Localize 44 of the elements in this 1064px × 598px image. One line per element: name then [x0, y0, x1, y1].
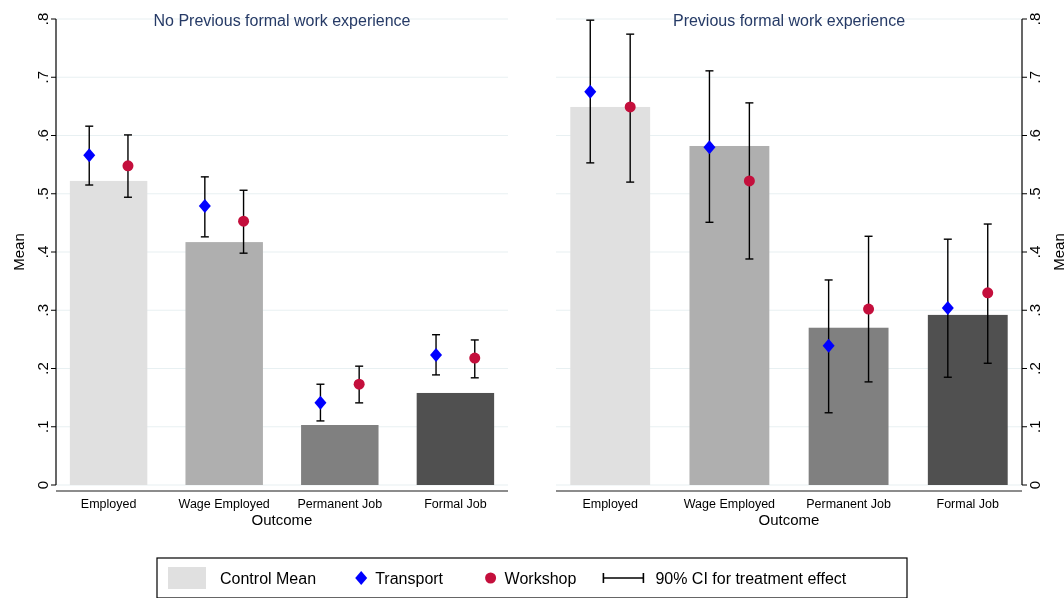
x-tick-label: Formal Job [936, 497, 1000, 511]
y2-tick-label: .1 [1026, 420, 1044, 434]
x-tick-label: Employed [582, 497, 639, 511]
bar [185, 242, 263, 485]
y-axis-title: Mean [10, 233, 28, 271]
y2-tick-label: .8 [1026, 12, 1044, 26]
x-tick-label: Formal Job [424, 497, 487, 511]
y2-axis-title: Mean [1050, 233, 1064, 271]
y-tick-label: .4 [34, 245, 52, 259]
y-tick-label: .3 [34, 303, 52, 317]
bar [416, 392, 495, 485]
chart-title: Previous formal work experience [672, 12, 906, 29]
text: 90% CI for treatment effect [655, 569, 847, 587]
y2-tick-label: .3 [1026, 303, 1044, 317]
legend-label: Control Mean [220, 569, 317, 587]
x-tick-label: Permanent Job [806, 497, 892, 511]
y2-tick-label: .6 [1026, 129, 1044, 142]
bar [69, 180, 148, 485]
y-tick-label: .6 [34, 129, 52, 142]
bar [808, 327, 889, 485]
x-axis-title: Outcome [251, 511, 313, 528]
y2-tick-label: .4 [1026, 245, 1044, 259]
x-tick-label: Permanent Job [297, 497, 383, 511]
x-tick-label: Employed [80, 497, 137, 511]
y2-tick-label: .2 [1026, 362, 1044, 375]
bar [301, 425, 379, 485]
y2-tick-label: .5 [1026, 187, 1044, 201]
legend-label: Workshop [504, 569, 577, 587]
bar [689, 145, 770, 485]
bar [927, 314, 1008, 485]
x-tick-label: Wage Employed [683, 497, 776, 511]
y2-tick-label: 0 [1026, 480, 1044, 490]
y-tick-label: 0 [34, 480, 52, 490]
chart-title: No Previous formal work experience [153, 12, 411, 29]
y-tick-label: .5 [34, 187, 52, 201]
y-tick-label: .2 [34, 362, 52, 375]
x-tick-label: Wage Employed [178, 497, 270, 511]
legend-label: Transport [375, 569, 444, 587]
y-tick-label: .1 [34, 420, 52, 434]
y-tick-label: .7 [34, 70, 52, 84]
y-tick-label: .8 [34, 12, 52, 26]
x-axis-title: Outcome [758, 511, 820, 528]
y2-tick-label: .7 [1026, 70, 1044, 84]
bar [570, 106, 651, 485]
